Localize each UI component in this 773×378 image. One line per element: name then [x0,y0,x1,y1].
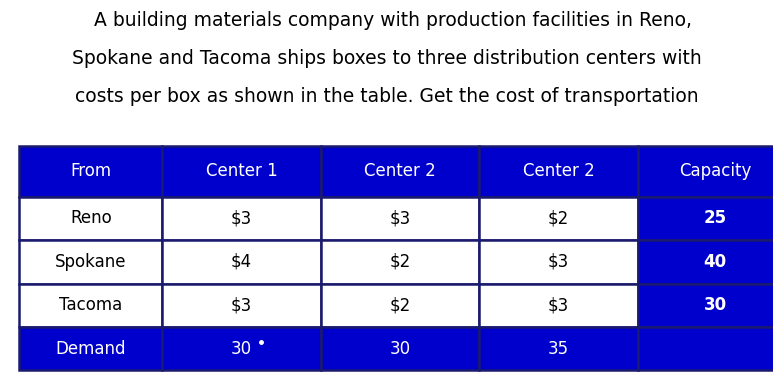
Text: Spokane: Spokane [55,253,127,271]
Bar [479,197,638,240]
Text: $3: $3 [548,253,569,271]
Text: Demand: Demand [56,340,126,358]
Text: $4: $4 [231,253,252,271]
Text: 35: 35 [548,340,569,358]
Text: Center 2: Center 2 [523,162,594,180]
Text: 40: 40 [703,253,727,271]
Bar [321,240,479,284]
Text: 30: 30 [390,340,410,358]
Bar [479,284,638,327]
Bar [321,327,479,370]
Bar [321,284,479,327]
Text: Capacity: Capacity [679,162,751,180]
Text: Spokane and Tacoma ships boxes to three distribution centers with: Spokane and Tacoma ships boxes to three … [72,49,701,68]
Bar [162,240,321,284]
Text: costs per box as shown in the table. Get the cost of transportation: costs per box as shown in the table. Get… [75,87,698,106]
Bar [19,327,162,370]
Bar [479,240,638,284]
Bar [19,197,162,240]
Text: $2: $2 [548,209,569,227]
Text: Tacoma: Tacoma [60,296,122,314]
Text: $3: $3 [231,209,252,227]
Text: $2: $2 [390,296,410,314]
Bar [162,146,321,197]
Text: $3: $3 [390,209,410,227]
Bar [479,146,638,197]
Text: 30: 30 [703,296,727,314]
Text: Center 1: Center 1 [206,162,278,180]
Text: From: From [70,162,111,180]
Bar [19,240,162,284]
Text: 25: 25 [703,209,727,227]
Bar [638,197,773,240]
Text: Reno: Reno [70,209,112,227]
Bar [162,327,321,370]
Bar [479,327,638,370]
Bar [638,146,773,197]
Bar [638,327,773,370]
Bar [638,240,773,284]
Text: A building materials company with production facilities in Reno,: A building materials company with produc… [81,11,692,30]
Text: Center 2: Center 2 [364,162,436,180]
Text: 30: 30 [231,340,252,358]
Text: $3: $3 [231,296,252,314]
Bar [19,146,162,197]
Bar [19,284,162,327]
Bar [162,284,321,327]
Bar [321,146,479,197]
Bar [638,284,773,327]
Bar [162,197,321,240]
Text: $2: $2 [390,253,410,271]
Text: $3: $3 [548,296,569,314]
Bar [321,197,479,240]
